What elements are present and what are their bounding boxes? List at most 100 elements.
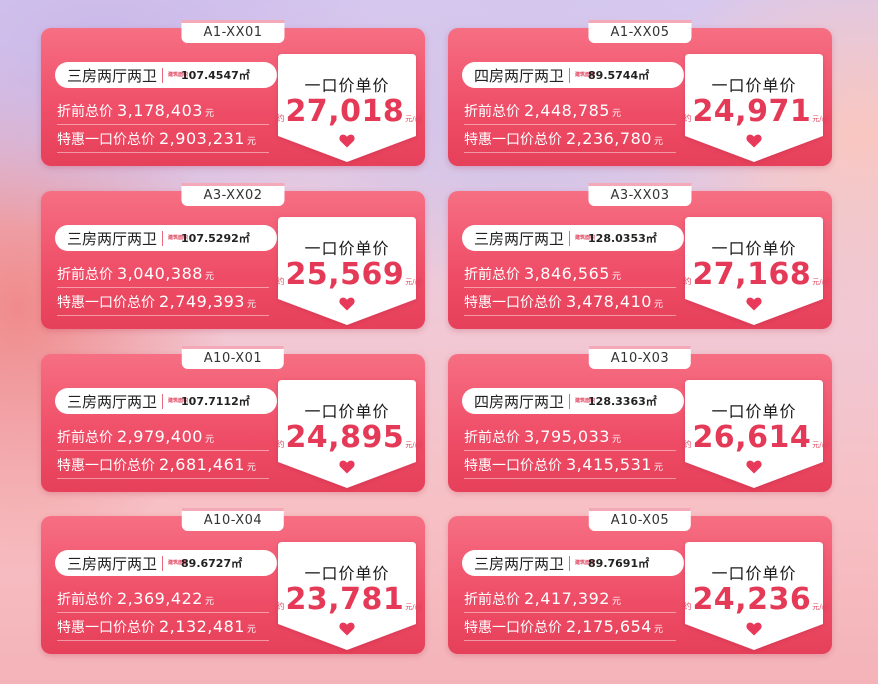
original-total-row: 折前总价 2,369,422 元 bbox=[57, 589, 269, 613]
original-total-unit: 元 bbox=[204, 597, 214, 607]
unit-price-card[interactable]: A10-X03 四房两厅两卫 建筑面积 128.3363㎡ 折前总价 3,795… bbox=[448, 346, 832, 492]
layout-area-pill: 三房两厅两卫 建筑面积 89.7691㎡ bbox=[462, 550, 684, 576]
heart-icon bbox=[746, 622, 762, 636]
original-total-value: 2,417,392 bbox=[524, 589, 610, 608]
approx-label: 约 bbox=[683, 277, 692, 286]
unit-code-tag: A10-X03 bbox=[588, 346, 692, 369]
unit-price-unit: 元/㎡ bbox=[405, 603, 422, 611]
unit-price-card[interactable]: A1-XX05 四房两厅两卫 建筑面积 89.5744㎡ 折前总价 2,448,… bbox=[448, 20, 832, 166]
unit-price-value: 23,781 bbox=[285, 582, 405, 617]
heart-icon bbox=[746, 460, 762, 474]
unit-price-card[interactable]: A10-X04 三房两厅两卫 建筑面积 89.6727㎡ 折前总价 2,369,… bbox=[41, 508, 425, 654]
original-total-label: 折前总价 bbox=[464, 104, 520, 120]
promo-total-label: 特惠一口价总价 bbox=[57, 132, 155, 148]
unit-price-label: 一口价单价 bbox=[711, 564, 797, 583]
divider bbox=[162, 555, 164, 571]
promo-total-value: 2,132,481 bbox=[159, 617, 245, 636]
unit-price-card[interactable]: A1-XX01 三房两厅两卫 建筑面积 107.4547㎡ 折前总价 3,178… bbox=[41, 20, 425, 166]
unit-price-value: 26,614 bbox=[692, 420, 812, 455]
promo-total-unit: 元 bbox=[653, 463, 663, 473]
area-label: 建筑面积 bbox=[168, 398, 189, 404]
floor-area: 107.5292㎡ bbox=[181, 232, 250, 245]
floor-area: 107.4547㎡ bbox=[181, 69, 250, 82]
unit-price-card[interactable]: A10-X05 三房两厅两卫 建筑面积 89.7691㎡ 折前总价 2,417,… bbox=[448, 508, 832, 654]
room-layout: 四房两厅两卫 bbox=[474, 66, 565, 85]
original-total-value: 3,178,403 bbox=[117, 101, 203, 120]
unit-price-label: 一口价单价 bbox=[304, 564, 390, 583]
approx-label: 约 bbox=[276, 114, 285, 123]
unit-price-card[interactable]: A10-X01 三房两厅两卫 建筑面积 107.7112㎡ 折前总价 2,979… bbox=[41, 346, 425, 492]
original-total-value: 2,369,422 bbox=[117, 589, 203, 608]
unit-price-badge: 一口价单价 约 24,971 元/㎡ bbox=[683, 54, 829, 162]
unit-code-tag: A1-XX01 bbox=[181, 20, 285, 43]
unit-price-unit: 元/㎡ bbox=[812, 115, 829, 123]
badge-shape bbox=[685, 542, 823, 650]
area-label: 建筑面积 bbox=[575, 398, 596, 404]
original-total-row: 折前总价 2,417,392 元 bbox=[464, 589, 676, 613]
original-total-row: 折前总价 3,040,388 元 bbox=[57, 264, 269, 288]
layout-area-pill: 四房两厅两卫 建筑面积 89.5744㎡ bbox=[462, 62, 684, 88]
unit-code-tag: A10-X05 bbox=[588, 508, 692, 531]
layout-area-pill: 四房两厅两卫 建筑面积 128.3363㎡ bbox=[462, 388, 684, 414]
approx-label: 约 bbox=[276, 440, 285, 449]
area-label: 建筑面积 bbox=[575, 560, 596, 566]
promo-total-label: 特惠一口价总价 bbox=[464, 132, 562, 148]
approx-label: 约 bbox=[276, 277, 285, 286]
unit-price-badge: 一口价单价 约 24,895 元/㎡ bbox=[276, 380, 422, 488]
unit-code-tag: A1-XX05 bbox=[588, 20, 692, 43]
badge-shape bbox=[685, 217, 823, 325]
original-total-label: 折前总价 bbox=[57, 430, 113, 446]
unit-price-unit: 元/㎡ bbox=[812, 441, 829, 449]
original-total-unit: 元 bbox=[611, 109, 621, 119]
unit-price-card[interactable]: A3-XX03 三房两厅两卫 建筑面积 128.0353㎡ 折前总价 3,846… bbox=[448, 183, 832, 329]
heart-icon bbox=[746, 134, 762, 148]
original-total-value: 3,795,033 bbox=[524, 427, 610, 446]
unit-price-label: 一口价单价 bbox=[711, 402, 797, 421]
unit-price-value: 24,971 bbox=[692, 94, 812, 129]
area-label: 建筑面积 bbox=[168, 72, 189, 78]
original-total-value: 2,979,400 bbox=[117, 427, 203, 446]
unit-price-value: 25,569 bbox=[285, 257, 405, 292]
original-total-unit: 元 bbox=[611, 597, 621, 607]
promo-total-row: 特惠一口价总价 2,903,231 元 bbox=[57, 129, 269, 153]
original-total-label: 折前总价 bbox=[57, 104, 113, 120]
promo-total-unit: 元 bbox=[246, 625, 256, 635]
divider bbox=[569, 230, 571, 246]
original-total-value: 3,846,565 bbox=[524, 264, 610, 283]
unit-code-tag: A10-X01 bbox=[181, 346, 285, 369]
unit-price-label: 一口价单价 bbox=[304, 239, 390, 258]
promo-total-unit: 元 bbox=[246, 137, 256, 147]
heart-icon bbox=[746, 297, 762, 311]
approx-label: 约 bbox=[683, 114, 692, 123]
heart-icon bbox=[339, 622, 355, 636]
divider bbox=[569, 67, 571, 83]
floor-area: 89.6727㎡ bbox=[181, 557, 243, 570]
unit-price-unit: 元/㎡ bbox=[405, 278, 422, 286]
divider bbox=[162, 230, 164, 246]
floor-area: 128.3363㎡ bbox=[588, 395, 657, 408]
approx-label: 约 bbox=[683, 602, 692, 611]
promo-total-value: 2,749,393 bbox=[159, 292, 245, 311]
approx-label: 约 bbox=[276, 602, 285, 611]
promo-total-label: 特惠一口价总价 bbox=[57, 620, 155, 636]
original-total-row: 折前总价 3,846,565 元 bbox=[464, 264, 676, 288]
promo-total-row: 特惠一口价总价 2,132,481 元 bbox=[57, 617, 269, 641]
unit-price-value-row: 约 27,168 元/㎡ bbox=[683, 257, 828, 292]
promo-total-label: 特惠一口价总价 bbox=[464, 295, 562, 311]
unit-price-value: 27,168 bbox=[692, 257, 812, 292]
promo-total-unit: 元 bbox=[653, 625, 663, 635]
promo-total-unit: 元 bbox=[653, 300, 663, 310]
unit-price-value-row: 约 23,781 元/㎡ bbox=[276, 582, 421, 617]
approx-label: 约 bbox=[683, 440, 692, 449]
unit-price-card[interactable]: A3-XX02 三房两厅两卫 建筑面积 107.5292㎡ 折前总价 3,040… bbox=[41, 183, 425, 329]
room-layout: 三房两厅两卫 bbox=[67, 554, 158, 573]
unit-price-unit: 元/㎡ bbox=[812, 603, 829, 611]
area-label: 建筑面积 bbox=[168, 235, 189, 241]
original-total-value: 3,040,388 bbox=[117, 264, 203, 283]
heart-icon bbox=[339, 297, 355, 311]
promo-total-row: 特惠一口价总价 2,175,654 元 bbox=[464, 617, 676, 641]
original-total-row: 折前总价 2,979,400 元 bbox=[57, 427, 269, 451]
unit-price-value-row: 约 24,895 元/㎡ bbox=[276, 420, 421, 455]
original-total-label: 折前总价 bbox=[464, 267, 520, 283]
promo-total-label: 特惠一口价总价 bbox=[57, 295, 155, 311]
